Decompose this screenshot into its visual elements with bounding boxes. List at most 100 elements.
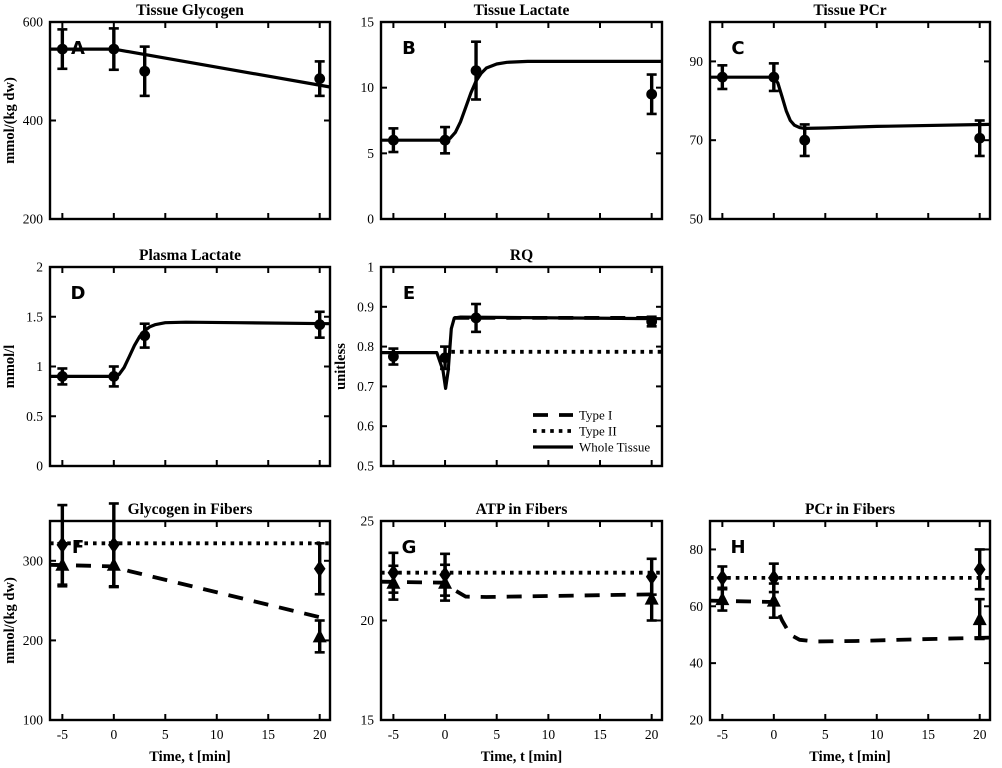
panel-title: ATP in Fibers — [476, 501, 568, 518]
fit-line-solid — [50, 320, 331, 378]
panel-letter: C — [731, 38, 744, 59]
data-point-circle — [439, 352, 451, 364]
x-tick-label: 20 — [645, 727, 659, 742]
panel-title: Tissue Glycogen — [136, 2, 244, 19]
y-tick-label: 15 — [361, 15, 375, 30]
fit-line-dashed — [709, 598, 991, 644]
y-tick-label: 200 — [23, 212, 44, 227]
y-tick-label: 50 — [690, 212, 704, 227]
data-point-circle — [139, 65, 151, 77]
axis-box — [48, 519, 332, 722]
axis-box — [708, 20, 992, 221]
fit-line-solid — [381, 59, 662, 142]
data-point-triangle — [972, 611, 987, 626]
x-tick-label: -5 — [57, 727, 68, 742]
y-tick-label: 100 — [23, 713, 44, 728]
data-point-circle — [314, 319, 326, 331]
x-tick-label: 0 — [770, 727, 777, 742]
panel-title: Glycogen in Fibers — [128, 501, 253, 518]
axis-box — [48, 20, 332, 221]
y-tick-label: 1 — [367, 260, 374, 275]
x-tick-label: 5 — [493, 727, 500, 742]
y-tick-label: 0.6 — [357, 419, 374, 434]
data-point-diamond — [716, 569, 729, 587]
y-tick-label: 10 — [361, 80, 375, 95]
axis-box — [379, 20, 664, 221]
data-point-diamond — [768, 569, 780, 587]
legend-label: Whole Tissue — [579, 440, 650, 455]
panel-letter: D — [71, 283, 86, 304]
axis-box — [708, 519, 992, 722]
panel-g: -5 0 5 10 15 20 15 20 25 ATP in Fibers G Time, t [m… — [361, 501, 664, 765]
x-tick-label: 10 — [870, 727, 884, 742]
x-tick-label: 10 — [542, 727, 556, 742]
data-point-circle — [470, 312, 482, 324]
y-tick-label: 2 — [36, 260, 43, 275]
data-point-triangle — [644, 591, 659, 605]
y-tick-label: 300 — [23, 553, 44, 568]
data-point-circle — [716, 71, 728, 83]
y-tick-label: 0.8 — [357, 339, 374, 354]
x-tick-label: 5 — [822, 727, 829, 742]
data-point-circle — [108, 43, 120, 55]
data-point-triangle — [386, 575, 401, 589]
data-point-circle — [108, 371, 120, 382]
x-tick-label: 0 — [110, 727, 117, 742]
data-point-circle — [387, 134, 399, 146]
data-point-triangle — [106, 557, 121, 571]
panel-b: 0 5 10 15 Tissue Lactate B — [361, 2, 664, 227]
y-tick-label: 0.9 — [357, 299, 374, 314]
data-point-circle — [799, 134, 811, 146]
y-tick-label: 0 — [36, 459, 43, 474]
fit-line-dashed — [380, 579, 663, 599]
x-axis-label: Time, t [min] — [149, 749, 231, 765]
x-tick-label: 15 — [921, 727, 935, 742]
panel-letter: A — [71, 38, 85, 59]
y-tick-label: 0 — [367, 212, 374, 227]
y-tick-label: 600 — [23, 15, 44, 30]
data-point-triangle — [55, 557, 70, 571]
legend-label: Type I — [579, 408, 612, 423]
panel-title: PCr in Fibers — [805, 501, 895, 518]
y-tick-label: 0.7 — [357, 379, 374, 394]
y-tick-label: 20 — [361, 613, 375, 628]
panel-letter: B — [402, 38, 416, 59]
data-point-circle — [768, 71, 780, 83]
data-point-circle — [387, 351, 399, 362]
axis-box — [379, 519, 664, 722]
y-tick-label: 0.5 — [357, 459, 374, 474]
y-tick-label: 400 — [23, 113, 44, 128]
y-axis-label: unitless — [333, 343, 349, 390]
fit-line-solid — [710, 75, 991, 130]
data-point-diamond — [973, 560, 986, 578]
panel-title: Tissue PCr — [813, 2, 886, 19]
y-tick-label: 70 — [690, 133, 704, 148]
data-point-circle — [314, 73, 326, 85]
legend-label: Type II — [579, 424, 617, 439]
y-tick-label: 200 — [23, 633, 44, 648]
panel-letter: G — [402, 537, 417, 558]
data-point-circle — [139, 330, 151, 342]
panel-letter: E — [403, 283, 415, 304]
data-point-circle — [439, 134, 451, 146]
panel-letter: F — [72, 537, 84, 558]
data-point-triangle — [766, 593, 781, 607]
panel-title: RQ — [510, 247, 533, 264]
y-tick-label: 60 — [690, 599, 704, 614]
y-axis-label: mmol/(kg dw) — [2, 77, 18, 164]
y-tick-label: 20 — [690, 713, 704, 728]
axis-box — [379, 265, 664, 468]
y-tick-label: 80 — [690, 542, 704, 557]
y-axis-label: mmol/(kg dw) — [2, 577, 18, 664]
x-tick-label: -5 — [717, 727, 728, 742]
x-tick-label: -5 — [388, 727, 399, 742]
y-tick-label: 90 — [690, 54, 704, 69]
axis-box — [48, 265, 332, 468]
data-point-diamond — [313, 560, 326, 578]
x-axis-label: Time, t [min] — [481, 749, 563, 765]
y-tick-label: 25 — [361, 514, 375, 529]
